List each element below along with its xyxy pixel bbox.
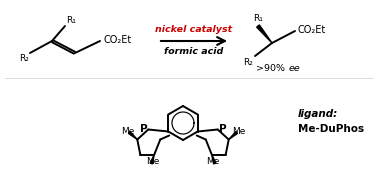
Text: R₁: R₁ — [66, 16, 76, 25]
Text: Me: Me — [206, 158, 219, 166]
Polygon shape — [129, 132, 137, 140]
Text: ee: ee — [288, 64, 300, 73]
Text: CO₂Et: CO₂Et — [298, 25, 326, 35]
Text: Me: Me — [232, 127, 245, 137]
Text: Me: Me — [147, 158, 160, 166]
Text: >90%: >90% — [257, 64, 288, 73]
Text: R₁: R₁ — [253, 14, 263, 23]
Text: formic acid: formic acid — [164, 47, 224, 56]
Polygon shape — [257, 25, 272, 43]
Polygon shape — [229, 132, 237, 140]
Text: Me: Me — [121, 127, 134, 137]
Text: Me-DuPhos: Me-DuPhos — [298, 124, 364, 134]
Text: P: P — [139, 124, 147, 134]
Text: nickel catalyst: nickel catalyst — [155, 25, 232, 34]
Text: CO₂Et: CO₂Et — [103, 35, 131, 45]
Text: P: P — [219, 124, 226, 134]
Polygon shape — [150, 155, 154, 164]
Text: R₂: R₂ — [243, 58, 253, 67]
Text: ligand:: ligand: — [298, 109, 338, 119]
Text: R₂: R₂ — [19, 54, 29, 63]
Polygon shape — [212, 155, 216, 164]
